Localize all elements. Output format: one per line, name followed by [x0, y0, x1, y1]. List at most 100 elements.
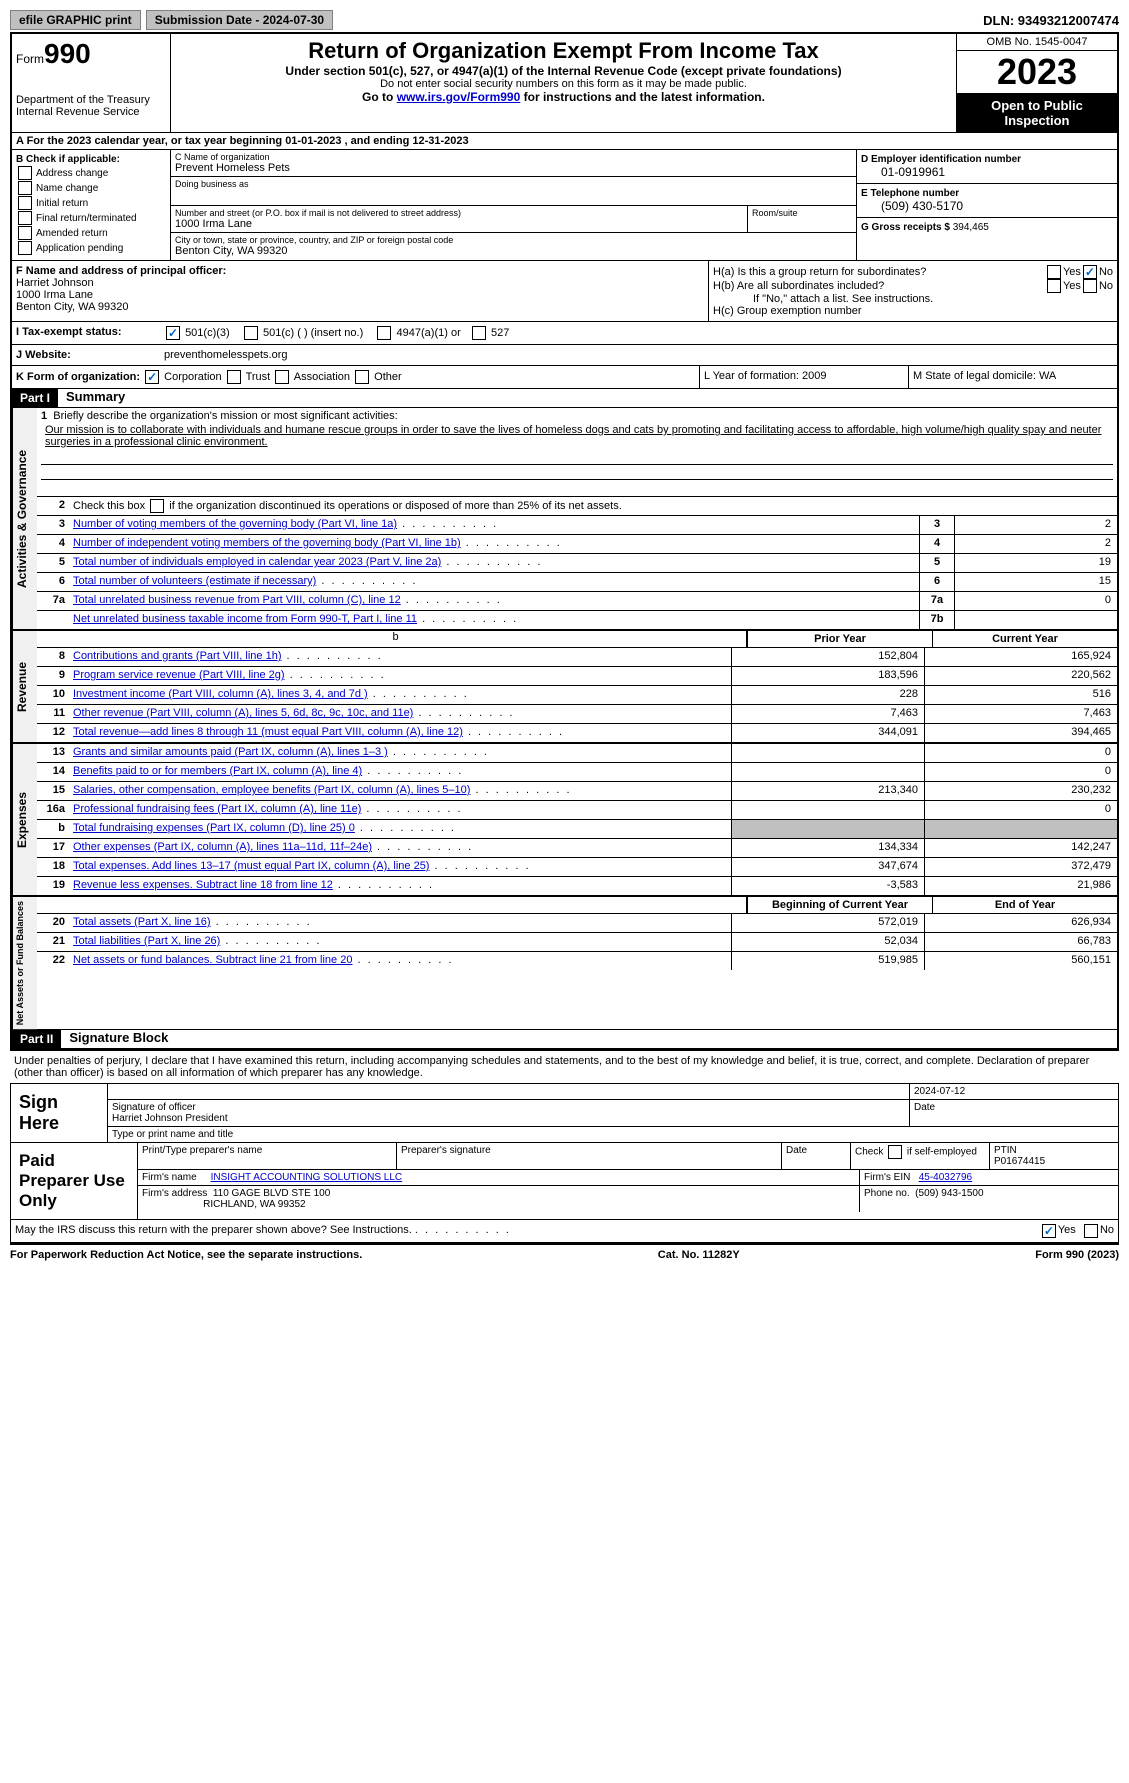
summary-line: Net unrelated business taxable income fr… — [37, 611, 1117, 629]
section-bcd: B Check if applicable: Address change Na… — [12, 150, 1117, 261]
efile-print-button[interactable]: efile GRAPHIC print — [10, 10, 141, 30]
ha-label: H(a) Is this a group return for subordin… — [713, 266, 1045, 278]
gross-label: G Gross receipts $ — [861, 222, 950, 233]
firm-name-value[interactable]: INSIGHT ACCOUNTING SOLUTIONS LLC — [211, 1172, 403, 1183]
f-label: F Name and address of principal officer: — [16, 265, 704, 277]
current-year-header: Current Year — [932, 631, 1117, 647]
summary-line: 8 Contributions and grants (Part VIII, l… — [37, 648, 1117, 667]
phone-value: (509) 430-5170 — [861, 199, 1113, 213]
chk-trust[interactable] — [227, 370, 241, 384]
firm-ein-label: Firm's EIN — [864, 1172, 910, 1183]
chk-association[interactable] — [275, 370, 289, 384]
gross-value: 394,465 — [953, 222, 989, 233]
chk-corporation[interactable] — [145, 370, 159, 384]
chk-application-pending[interactable] — [18, 241, 32, 255]
col-b-checkboxes: B Check if applicable: Address change Na… — [12, 150, 171, 260]
netassets-label: Net Assets or Fund Balances — [12, 897, 37, 1029]
section-fh: F Name and address of principal officer:… — [12, 261, 1117, 322]
footer-left: For Paperwork Reduction Act Notice, see … — [10, 1249, 362, 1261]
firm-ein-value[interactable]: 45-4032796 — [919, 1172, 972, 1183]
summary-line: 12 Total revenue—add lines 8 through 11 … — [37, 724, 1117, 742]
line2-desc: Check this box if the organization disco… — [69, 497, 1117, 515]
header-left: Form990 Department of the Treasury Inter… — [12, 34, 171, 132]
paid-preparer-section: Paid Preparer Use Only Print/Type prepar… — [10, 1143, 1119, 1220]
header-center: Return of Organization Exempt From Incom… — [171, 34, 956, 132]
summary-line: 15 Salaries, other compensation, employe… — [37, 782, 1117, 801]
summary-line: 9 Program service revenue (Part VIII, li… — [37, 667, 1117, 686]
j-value: preventhomelesspets.org — [160, 345, 1117, 365]
part1-badge: Part I — [12, 389, 58, 407]
row-klm: K Form of organization: Corporation Trus… — [12, 366, 1117, 389]
i-label: I Tax-exempt status: — [12, 322, 160, 344]
activities-label: Activities & Governance — [12, 408, 37, 629]
f-city: Benton City, WA 99320 — [16, 301, 704, 313]
ptin-label: PTIN — [994, 1145, 1017, 1156]
form-number: 990 — [44, 38, 91, 69]
firm-name-label: Firm's name — [142, 1172, 197, 1183]
ssn-note: Do not enter social security numbers on … — [175, 78, 952, 90]
chk-self-employed[interactable] — [888, 1145, 902, 1159]
firm-phone-value: (509) 943-1500 — [915, 1188, 983, 1199]
chk-4947[interactable] — [377, 326, 391, 340]
f-name: Harriet Johnson — [16, 277, 704, 289]
chk-discontinued[interactable] — [150, 499, 164, 513]
mission-text: Our mission is to collaborate with indiv… — [41, 422, 1113, 450]
summary-line: 11 Other revenue (Part VIII, column (A),… — [37, 705, 1117, 724]
form-container: Form990 Department of the Treasury Inter… — [10, 32, 1119, 1051]
hb-no-chk[interactable] — [1083, 279, 1097, 293]
ha-yes-chk[interactable] — [1047, 265, 1061, 279]
revenue-label: Revenue — [12, 631, 37, 742]
open-inspection: Open to Public Inspection — [957, 94, 1117, 132]
form-subtitle: Under section 501(c), 527, or 4947(a)(1)… — [175, 64, 952, 78]
ptin-value: P01674415 — [994, 1156, 1045, 1167]
col-h-group: H(a) Is this a group return for subordin… — [708, 261, 1117, 321]
chk-501c3[interactable] — [166, 326, 180, 340]
part2-header-row: Part II Signature Block — [12, 1030, 1117, 1049]
street-label: Number and street (or P.O. box if mail i… — [175, 208, 743, 218]
part2-title: Signature Block — [61, 1030, 168, 1048]
discuss-yes-chk[interactable] — [1042, 1224, 1056, 1238]
chk-other[interactable] — [355, 370, 369, 384]
sig-officer-label: Signature of officer — [112, 1102, 196, 1113]
ha-no-chk[interactable] — [1083, 265, 1097, 279]
chk-amended-return[interactable] — [18, 226, 32, 240]
summary-line: 5 Total number of individuals employed i… — [37, 554, 1117, 573]
prep-sig-label: Preparer's signature — [397, 1143, 782, 1169]
chk-name-change[interactable] — [18, 181, 32, 195]
discuss-row: May the IRS discuss this return with the… — [10, 1220, 1119, 1243]
form-header: Form990 Department of the Treasury Inter… — [12, 34, 1117, 133]
summary-line: 10 Investment income (Part VIII, column … — [37, 686, 1117, 705]
sign-here-section: Sign Here 2024-07-12 Signature of office… — [10, 1084, 1119, 1143]
l-year-formation: L Year of formation: 2009 — [700, 366, 909, 388]
prep-print-label: Print/Type preparer's name — [138, 1143, 397, 1169]
summary-line: 19 Revenue less expenses. Subtract line … — [37, 877, 1117, 895]
f-street: 1000 Irma Lane — [16, 289, 704, 301]
col-c-org-info: C Name of organization Prevent Homeless … — [171, 150, 856, 260]
footer-center: Cat. No. 11282Y — [658, 1249, 740, 1261]
chk-address-change[interactable] — [18, 166, 32, 180]
netassets-section: Net Assets or Fund Balances Beginning of… — [12, 897, 1117, 1030]
discuss-no-chk[interactable] — [1084, 1224, 1098, 1238]
row-i-tax-status: I Tax-exempt status: 501(c)(3) 501(c) ( … — [12, 322, 1117, 345]
hc-label: H(c) Group exemption number — [713, 305, 1113, 317]
chk-initial-return[interactable] — [18, 196, 32, 210]
firm-addr1: 110 GAGE BLVD STE 100 — [213, 1188, 330, 1199]
chk-527[interactable] — [472, 326, 486, 340]
summary-line: 6 Total number of volunteers (estimate i… — [37, 573, 1117, 592]
chk-final-return[interactable] — [18, 211, 32, 225]
prep-check-label: Check if self-employed — [851, 1143, 990, 1169]
prior-year-header: Prior Year — [747, 631, 932, 647]
paid-preparer-label: Paid Preparer Use Only — [11, 1143, 138, 1219]
part1-title: Summary — [58, 389, 125, 407]
room-suite-label: Room/suite — [748, 206, 856, 232]
submission-date-button[interactable]: Submission Date - 2024-07-30 — [146, 10, 333, 30]
hb-label: H(b) Are all subordinates included? — [713, 280, 1045, 292]
firm-addr2: RICHLAND, WA 99352 — [203, 1199, 305, 1210]
hb-yes-chk[interactable] — [1047, 279, 1061, 293]
k-label: K Form of organization: — [16, 371, 140, 383]
chk-501c[interactable] — [244, 326, 258, 340]
irs-gov-link[interactable]: www.irs.gov/Form990 — [397, 90, 521, 104]
summary-line: 21 Total liabilities (Part X, line 26) 5… — [37, 933, 1117, 952]
form-title: Return of Organization Exempt From Incom… — [175, 38, 952, 64]
phone-label: E Telephone number — [861, 188, 1113, 199]
